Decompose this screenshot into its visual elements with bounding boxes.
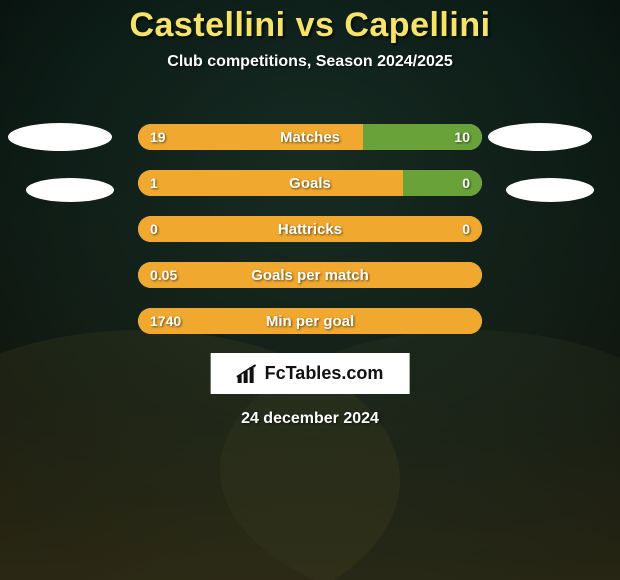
bar-chart-icon: [237, 364, 259, 384]
stat-row: Goals per match0.05: [138, 262, 482, 288]
avatar-right-club: [488, 123, 592, 151]
stat-value-left: 19: [150, 124, 166, 150]
stat-row: Min per goal1740: [138, 308, 482, 334]
stat-value-right: 0: [462, 216, 470, 242]
stat-label: Goals per match: [138, 262, 482, 288]
page-title: Castellini vs Capellini: [0, 6, 620, 45]
avatar-right-nation: [506, 178, 594, 202]
stat-label: Hattricks: [138, 216, 482, 242]
stat-label: Goals: [138, 170, 482, 196]
brand-text: FcTables.com: [265, 363, 384, 384]
stat-row: Matches19 10: [138, 124, 482, 150]
stat-row: Hattricks0 0: [138, 216, 482, 242]
stat-value-left: 0.05: [150, 262, 177, 288]
brand-box: FcTables.com: [211, 353, 410, 394]
stat-row: Goals1 0: [138, 170, 482, 196]
stat-value-left: 1740: [150, 308, 181, 334]
stat-value-left: 0: [150, 216, 158, 242]
stat-value-left: 1: [150, 170, 158, 196]
avatar-left-club: [8, 123, 112, 151]
subtitle: Club competitions, Season 2024/2025: [0, 53, 620, 71]
stat-value-right: 0: [462, 170, 470, 196]
title-player-right: Capellini: [344, 6, 490, 44]
stat-value-right: 10: [454, 124, 470, 150]
title-vs: vs: [296, 6, 335, 44]
stat-label: Min per goal: [138, 308, 482, 334]
avatar-left-nation: [26, 178, 114, 202]
title-player-left: Castellini: [129, 6, 285, 44]
stat-label: Matches: [138, 124, 482, 150]
date-text: 24 december 2024: [0, 410, 620, 428]
comparison-card: Castellini vs Capellini Club competition…: [0, 0, 620, 580]
stat-bars: Matches1910Goals10Hattricks00Goals per m…: [138, 124, 482, 354]
